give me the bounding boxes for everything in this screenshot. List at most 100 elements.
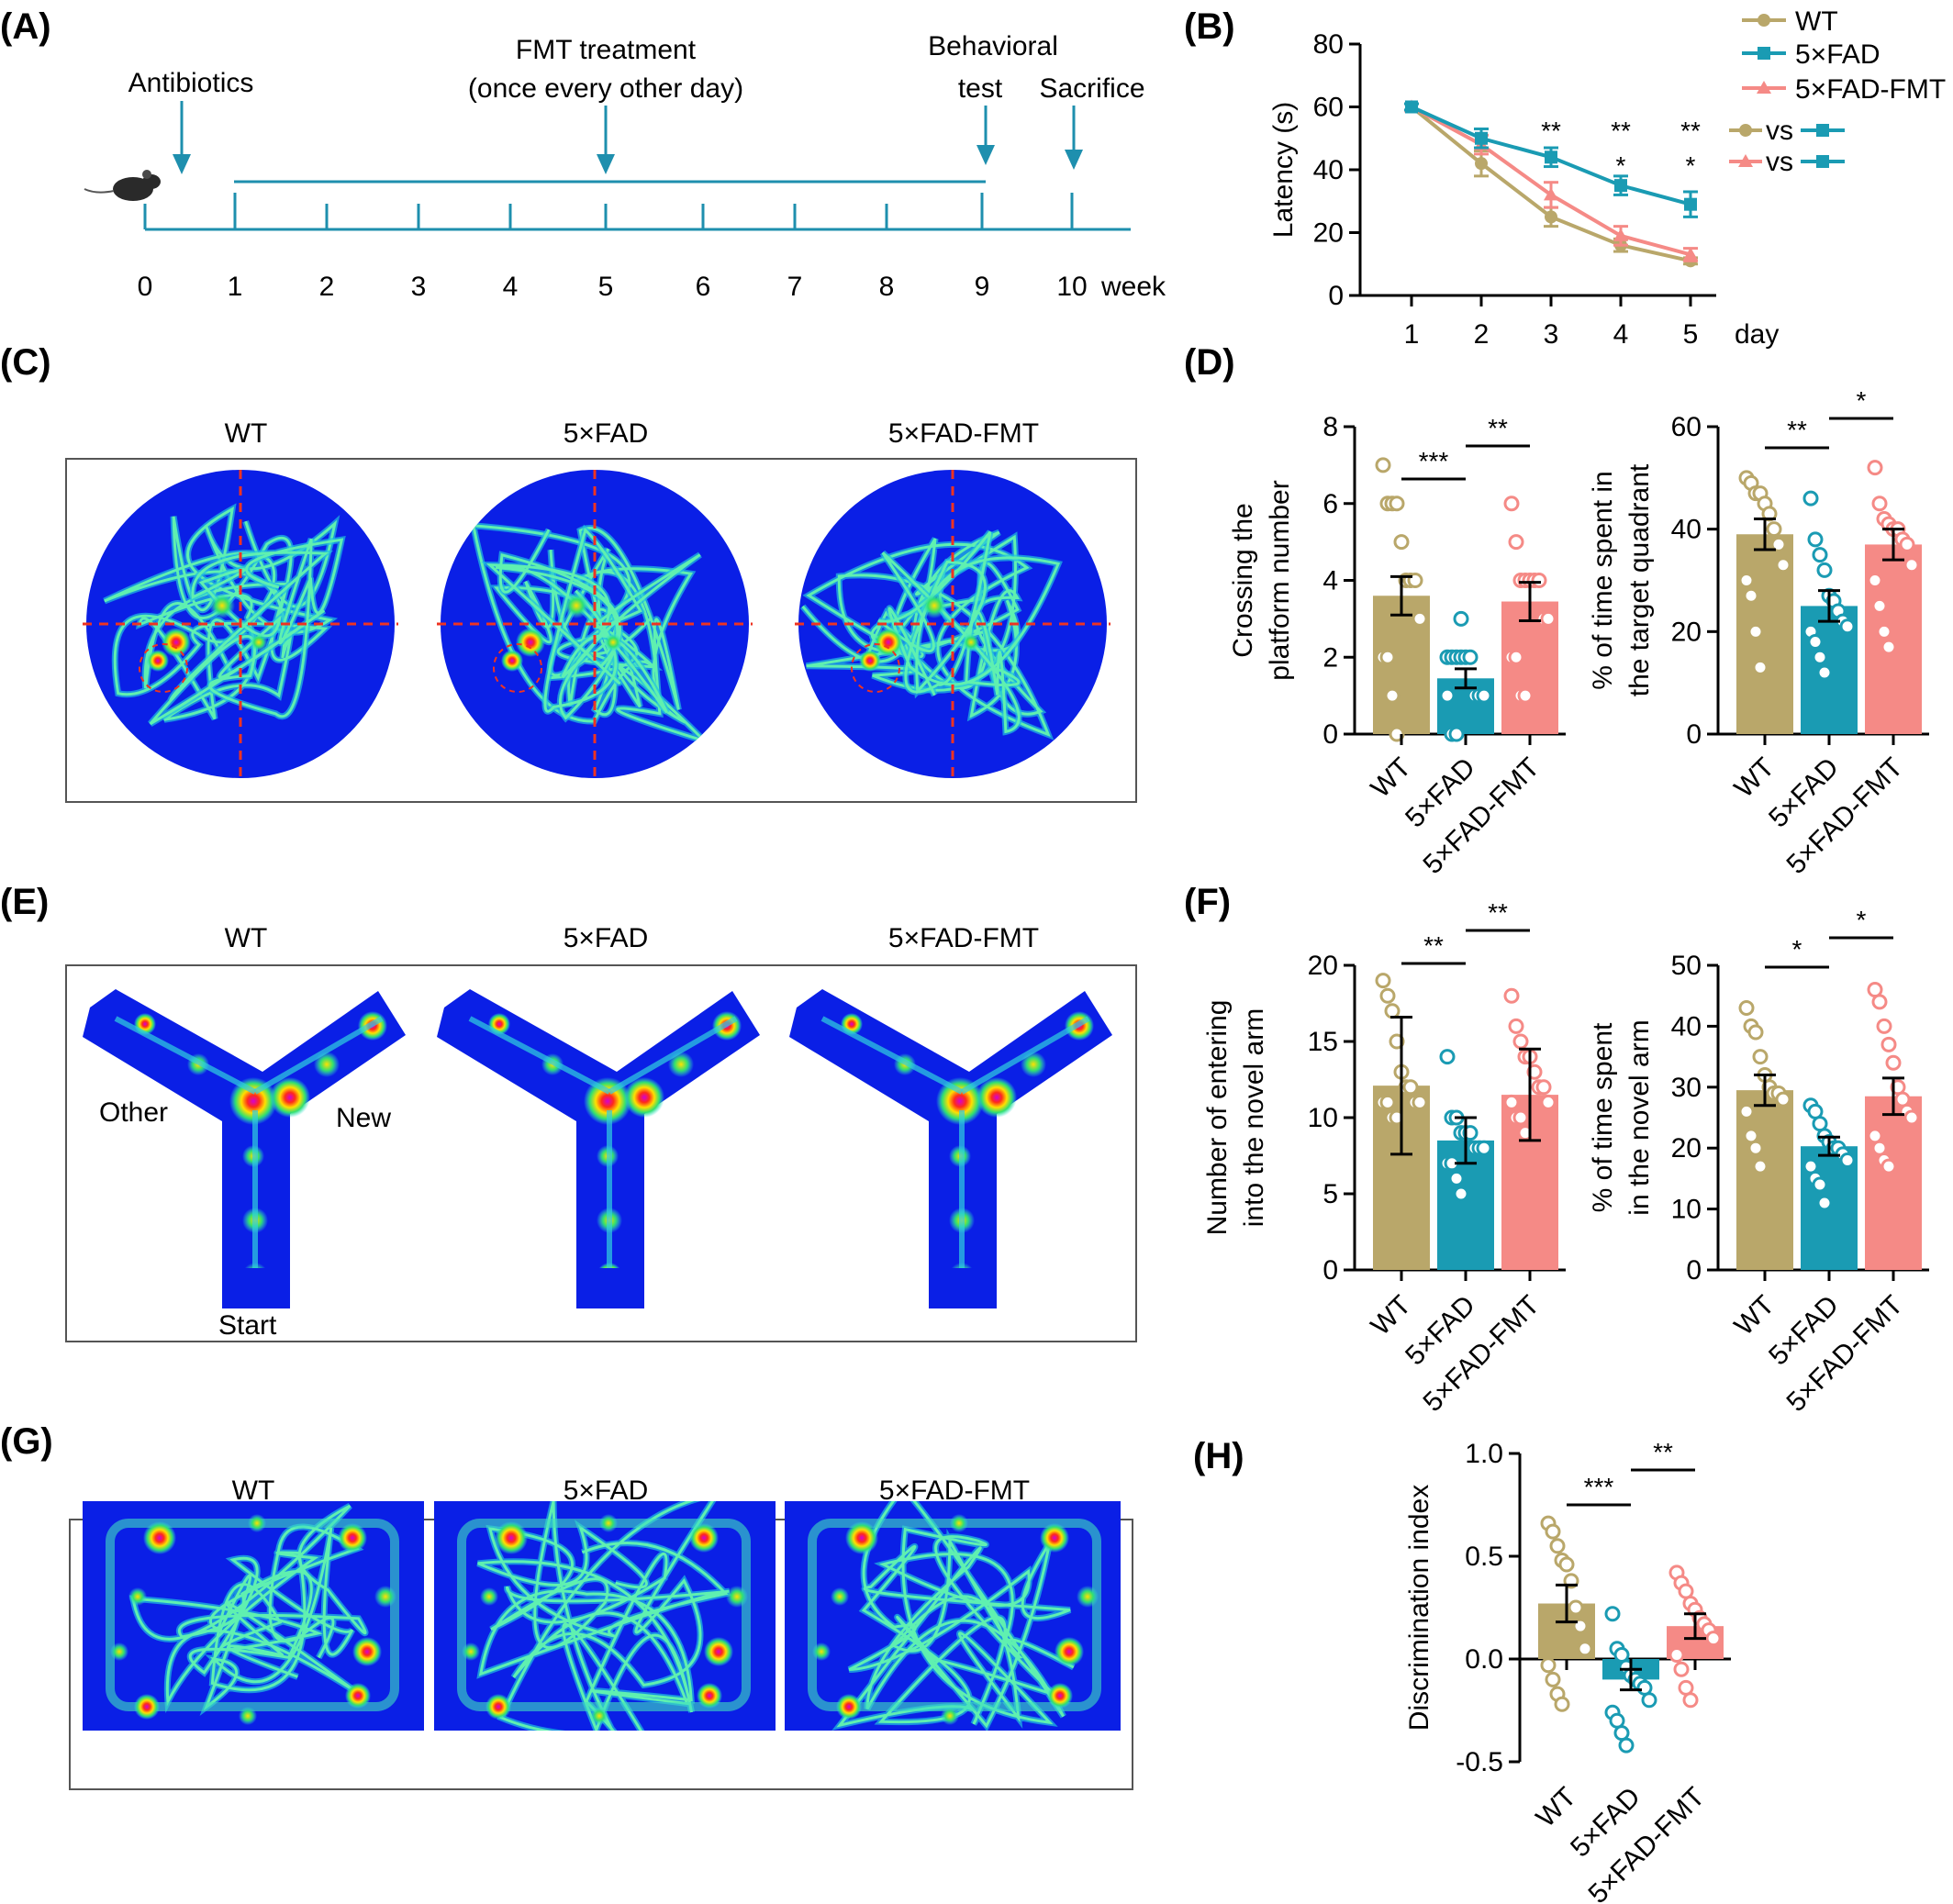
hotspot bbox=[209, 593, 235, 618]
novel-object-heatmaps bbox=[83, 1501, 1121, 1731]
y-tick-label: 5 bbox=[1322, 1179, 1338, 1209]
data-point bbox=[1613, 228, 1628, 241]
data-point bbox=[1384, 1003, 1401, 1019]
data-point bbox=[1531, 573, 1547, 588]
x-axis-label: day bbox=[1735, 319, 1779, 350]
y-axis-label: the target quadrant bbox=[1624, 463, 1655, 696]
y-tick-label: 0 bbox=[1686, 719, 1702, 750]
data-point bbox=[1903, 1109, 1920, 1126]
y-tick-label: 20 bbox=[1308, 951, 1338, 981]
significance-mark: ** bbox=[1541, 117, 1561, 145]
data-point bbox=[1389, 495, 1405, 512]
data-point bbox=[1885, 1054, 1902, 1071]
data-point bbox=[1752, 659, 1769, 675]
data-point bbox=[1453, 1186, 1469, 1202]
hotspot bbox=[976, 1077, 1017, 1118]
y-tick-label: 80 bbox=[1313, 29, 1344, 60]
data-point bbox=[1738, 1103, 1755, 1119]
x-tick-label: WT bbox=[1366, 752, 1417, 804]
swim-trace bbox=[485, 528, 701, 720]
swim-path bbox=[799, 529, 1063, 740]
data-point bbox=[1747, 1140, 1764, 1156]
timeline-tick-label: 0 bbox=[138, 272, 153, 302]
hotspot bbox=[480, 1587, 498, 1606]
hotspot bbox=[239, 1707, 257, 1725]
event-behavioral-line1: Behavioral bbox=[928, 31, 1058, 61]
data-point bbox=[1512, 1109, 1529, 1126]
legend-text: 5×FAD bbox=[1795, 39, 1880, 70]
data-point bbox=[1412, 610, 1428, 627]
data-point bbox=[1375, 457, 1391, 473]
significance-mark: ** bbox=[1488, 414, 1508, 442]
data-point bbox=[1867, 460, 1883, 476]
data-point bbox=[1876, 1018, 1892, 1034]
y-axis-label: Crossing the bbox=[1228, 503, 1258, 657]
platform-location bbox=[139, 643, 188, 693]
significance-mark: ** bbox=[1611, 117, 1631, 145]
data-point bbox=[1752, 1049, 1769, 1065]
data-point bbox=[1678, 1583, 1694, 1599]
maze-arms bbox=[437, 989, 760, 1308]
x-tick-label: WT bbox=[1366, 1290, 1417, 1342]
y-tick-label: 4 bbox=[1322, 566, 1338, 596]
hotspot bbox=[1021, 1052, 1046, 1077]
exploration-heat bbox=[468, 1011, 742, 1268]
data-point bbox=[1549, 1538, 1566, 1554]
y-tick-label: 60 bbox=[1313, 93, 1344, 123]
y-tick-label: 40 bbox=[1313, 155, 1344, 185]
panel-c-title-fmt: 5×FAD-FMT bbox=[888, 418, 1039, 449]
x-tick-label: 4 bbox=[1613, 319, 1629, 350]
exploration-heat bbox=[808, 1501, 1101, 1731]
legend-text: vs bbox=[1766, 147, 1793, 177]
panel-c-frame bbox=[65, 458, 1137, 803]
y-tick-label: 8 bbox=[1322, 412, 1338, 442]
data-point bbox=[1738, 573, 1755, 588]
data-point bbox=[1503, 1094, 1520, 1110]
data-point bbox=[1476, 687, 1492, 704]
y-axis-label: Discrimination index bbox=[1404, 1485, 1434, 1731]
hotspot bbox=[128, 1587, 147, 1606]
y-tick-label: 10 bbox=[1308, 1103, 1338, 1133]
timeline-tick-label: 1 bbox=[228, 272, 243, 302]
y-axis-label: % of time spent in bbox=[1588, 471, 1618, 689]
hotspot bbox=[162, 628, 191, 657]
timeline-tick-label: 4 bbox=[503, 272, 519, 302]
data-point bbox=[1880, 1158, 1897, 1175]
data-point bbox=[1899, 536, 1915, 552]
maze-arena-5xfad-fmt bbox=[795, 470, 1110, 778]
data-point bbox=[1508, 1018, 1524, 1034]
panel-e-frame bbox=[65, 964, 1137, 1342]
panel-f-novel-arm-chart: 0 10 20 30 40 50 % of time spent in the novel a… bbox=[1588, 906, 1929, 1418]
hotspot bbox=[314, 1052, 340, 1077]
data-point bbox=[1618, 1737, 1635, 1754]
hotspot bbox=[462, 1642, 480, 1661]
arm-label-new: New bbox=[336, 1103, 391, 1133]
data-point bbox=[1636, 1679, 1653, 1696]
y-tick-label: 20 bbox=[1671, 1133, 1702, 1164]
data-point bbox=[1867, 573, 1883, 588]
data-point bbox=[1379, 987, 1396, 1004]
hotspot bbox=[270, 1077, 310, 1118]
maze-arms bbox=[83, 989, 406, 1308]
hotspot bbox=[836, 1694, 862, 1720]
legend-marker bbox=[1816, 155, 1829, 168]
data-point bbox=[1379, 649, 1396, 665]
data-point bbox=[1384, 687, 1401, 704]
swim-path bbox=[469, 522, 707, 744]
y-maze-5xfad-fmt bbox=[789, 989, 1112, 1308]
data-point bbox=[1545, 210, 1557, 224]
series-5xfad bbox=[1404, 100, 1698, 218]
y-tick-label: 6 bbox=[1322, 489, 1338, 519]
hotspot bbox=[726, 1586, 748, 1608]
maze-arena-wt bbox=[83, 470, 398, 778]
hotspot bbox=[941, 1707, 959, 1725]
data-point bbox=[1512, 1033, 1529, 1050]
open-field-5xfad bbox=[434, 1501, 776, 1731]
significance-mark: ** bbox=[1653, 1438, 1673, 1466]
exploration-trace bbox=[114, 1016, 257, 1095]
